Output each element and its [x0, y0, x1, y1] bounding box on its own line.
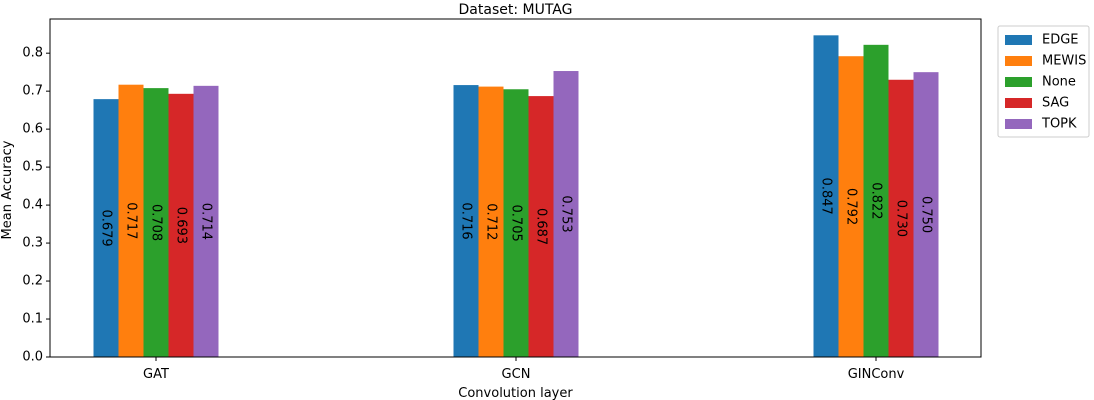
y-tick-label: 0.7	[22, 84, 43, 99]
value-label-edge-ginconv: 0.847	[819, 178, 834, 215]
bar-edge-ginconv	[813, 35, 839, 358]
bar-none-gcn	[503, 89, 529, 358]
chart-title: Dataset: MUTAG	[459, 2, 573, 18]
value-label-mewis-ginconv: 0.792	[844, 188, 859, 225]
legend-swatch-sag	[1005, 98, 1032, 108]
value-label-none-ginconv: 0.822	[869, 182, 884, 219]
legend-label-mewis: MEWIS	[1042, 54, 1086, 69]
axes-layer: 0.0 0.1 0.2 0.3 0.4 0.5 0.6 0.7 0.8 GAT GCN GINConv	[22, 46, 904, 382]
bars-layer: 0.679 0.716 0.847 0.717 0.712 0.792 0.708 0.705…	[93, 35, 939, 358]
x-tick-label: GCN	[502, 367, 531, 382]
bar-mewis-gcn	[478, 86, 504, 357]
legend-swatch-topk	[1005, 119, 1032, 129]
bar-sag-gcn	[528, 96, 554, 357]
value-label-sag-ginconv: 0.730	[894, 200, 909, 237]
value-label-none-gcn: 0.705	[509, 205, 524, 242]
bar-mewis-gat	[118, 84, 144, 358]
bar-topk-gcn	[553, 71, 579, 358]
value-label-edge-gat: 0.679	[99, 209, 114, 246]
legend-swatch-edge	[1005, 35, 1032, 45]
y-axis-label: Mean Accuracy	[0, 140, 15, 239]
y-tick-label: 0.2	[22, 274, 43, 289]
bar-topk-gat	[193, 85, 219, 357]
legend-swatch-none	[1005, 77, 1032, 87]
legend-label-none: None	[1042, 75, 1076, 90]
legend: EDGE MEWIS None SAG TOPK	[997, 25, 1090, 138]
value-label-topk-ginconv: 0.750	[919, 196, 934, 233]
value-label-sag-gcn: 0.687	[534, 208, 549, 245]
bar-edge-gat	[93, 99, 119, 358]
y-tick-label: 0.8	[22, 46, 43, 61]
value-label-none-gat: 0.708	[149, 204, 164, 241]
y-tick-label: 0.4	[22, 198, 43, 213]
legend-label-edge: EDGE	[1042, 33, 1079, 48]
y-tick-label: 0.6	[22, 122, 43, 137]
value-label-mewis-gat: 0.717	[124, 202, 139, 239]
legend-frame	[997, 25, 1090, 138]
y-tick-label: 0.0	[22, 350, 43, 365]
legend-label-sag: SAG	[1042, 96, 1069, 111]
bar-sag-gat	[168, 93, 194, 357]
value-label-topk-gat: 0.714	[199, 203, 214, 240]
bar-none-ginconv	[863, 44, 889, 358]
x-axis-label: Convolution layer	[458, 386, 573, 400]
value-label-edge-gcn: 0.716	[459, 202, 474, 239]
y-tick-label: 0.1	[22, 312, 43, 327]
bar-sag-ginconv	[888, 79, 914, 358]
y-tick-label: 0.5	[22, 160, 43, 175]
bar-mewis-ginconv	[838, 56, 864, 357]
legend-label-topk: TOPK	[1041, 117, 1077, 132]
bar-topk-ginconv	[913, 72, 939, 357]
value-label-sag-gat: 0.693	[174, 207, 189, 244]
bar-none-gat	[143, 88, 169, 357]
value-label-mewis-gcn: 0.712	[484, 203, 499, 240]
x-tick-label: GINConv	[848, 367, 905, 382]
y-tick-label: 0.3	[22, 236, 43, 251]
value-label-topk-gcn: 0.753	[559, 195, 574, 232]
bar-edge-gcn	[453, 85, 479, 357]
plot-frame	[49, 18, 982, 358]
legend-swatch-mewis	[1005, 56, 1032, 66]
x-tick-label: GAT	[143, 367, 169, 382]
